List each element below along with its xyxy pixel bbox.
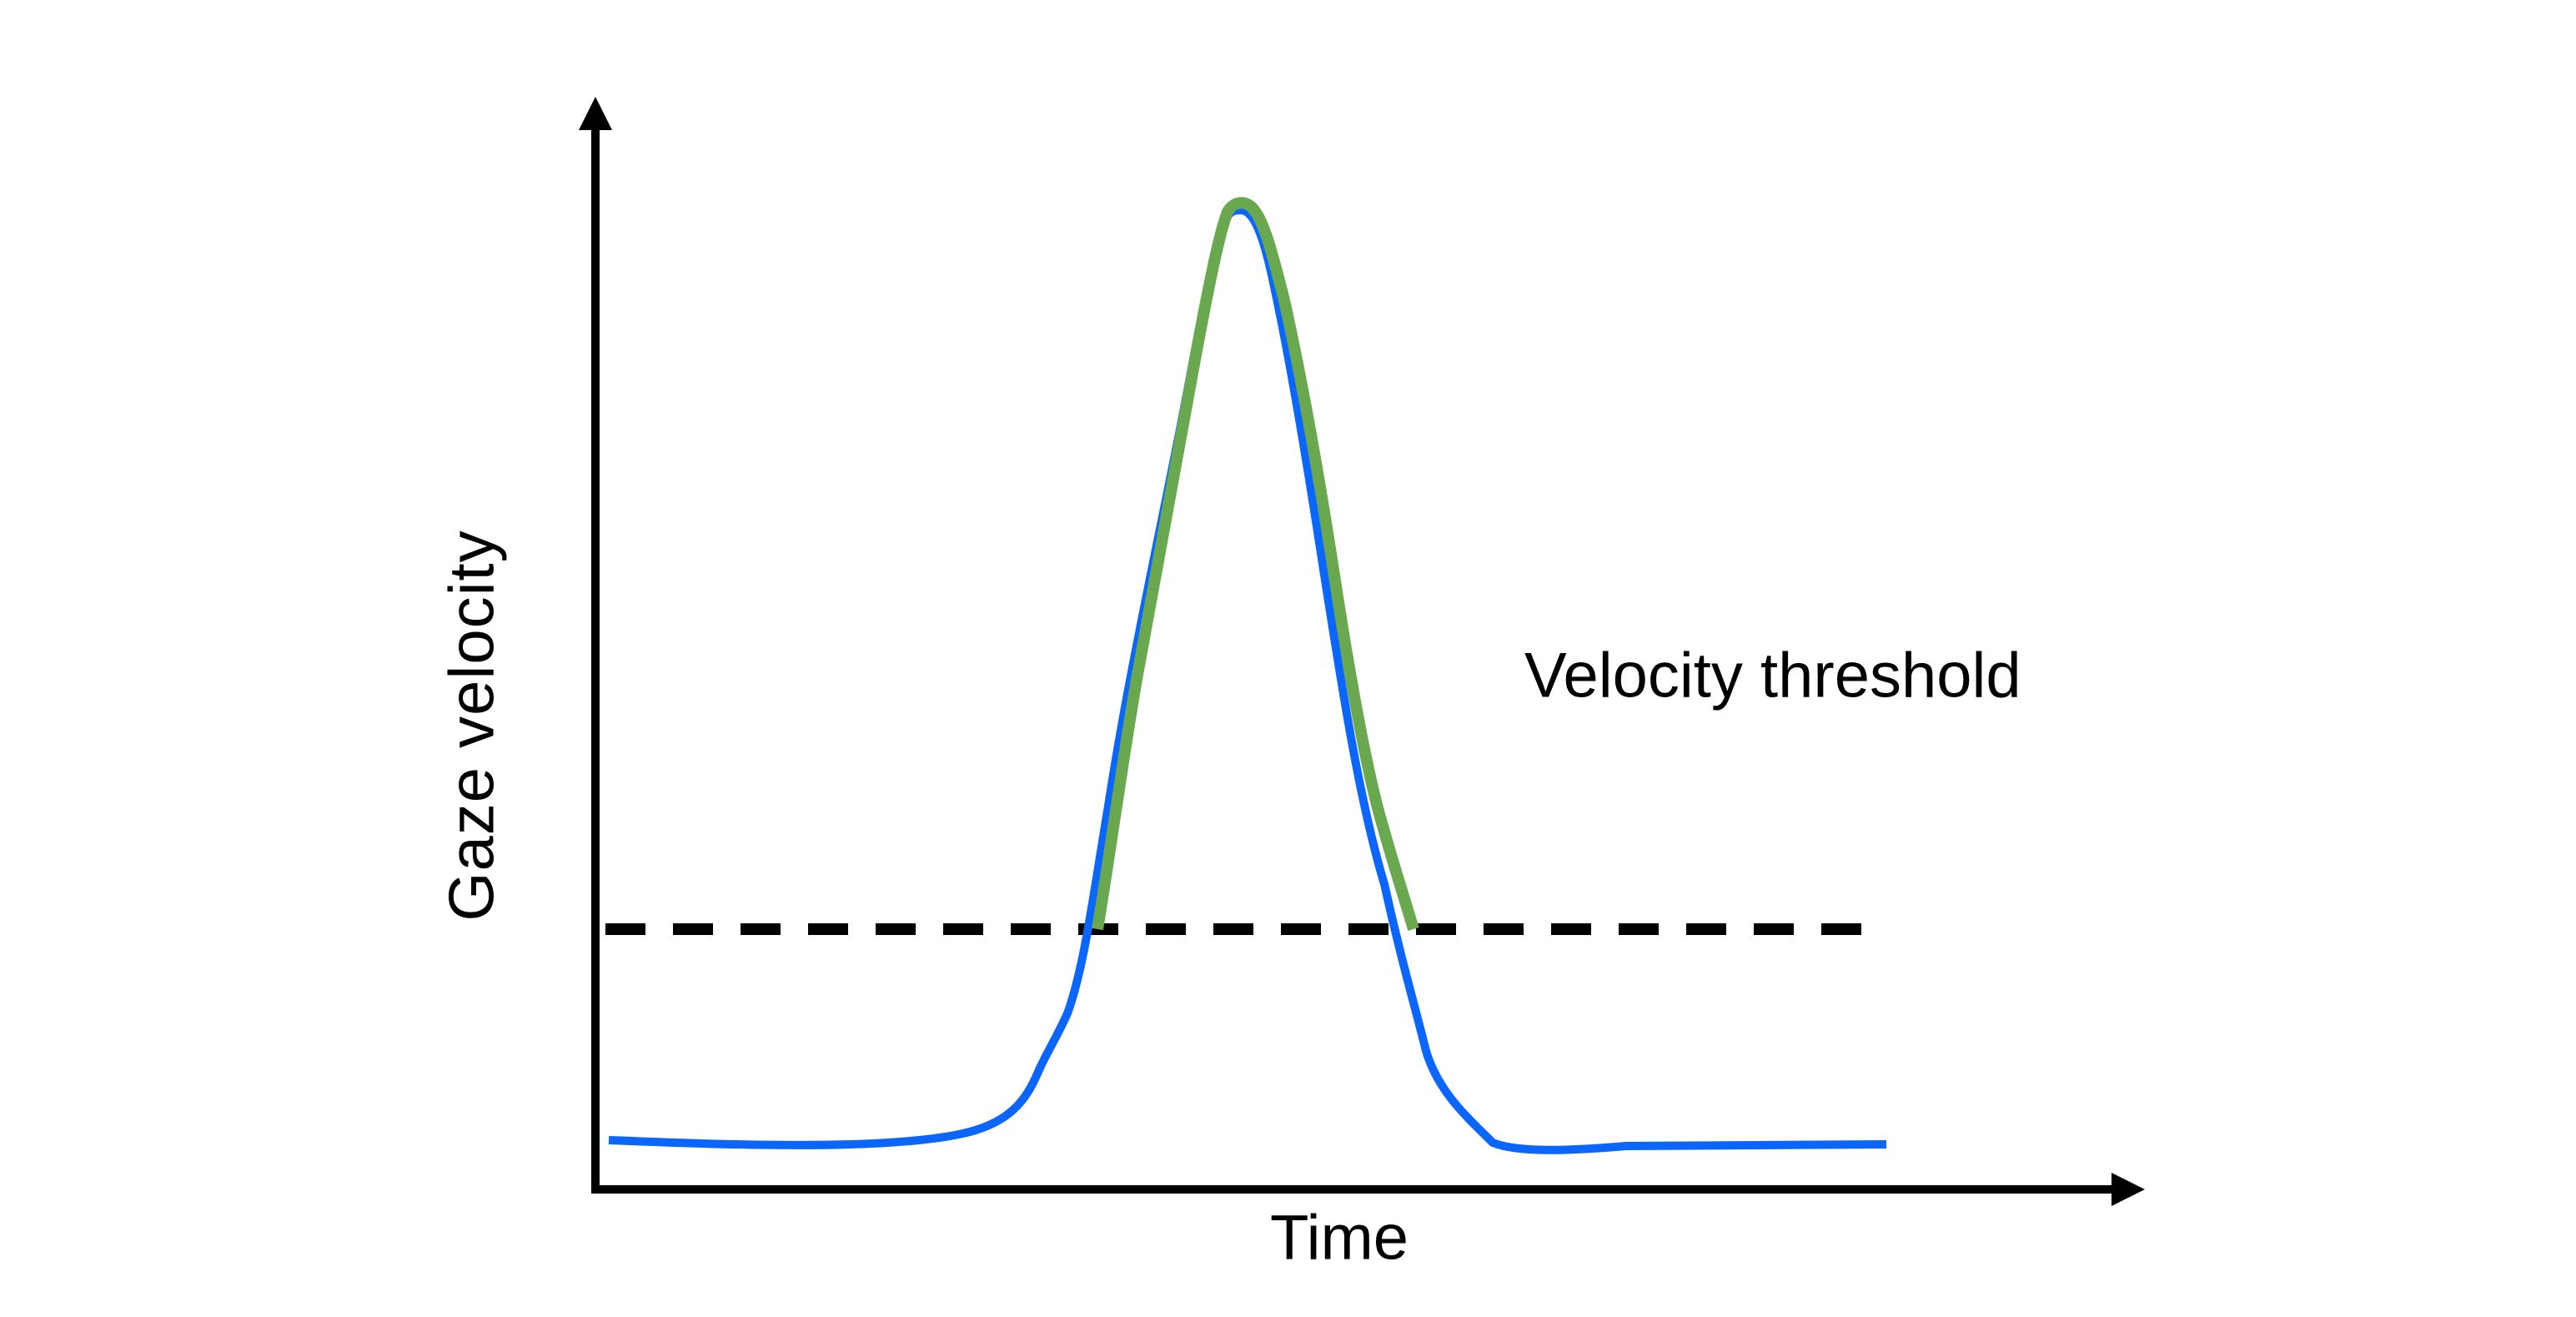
saccade-segment-curve <box>1092 197 1419 931</box>
y-axis-arrow-icon <box>579 97 612 130</box>
velocity-threshold-label: Velocity threshold <box>1524 640 2021 711</box>
x-axis-label: Time <box>1269 1202 1409 1274</box>
x-axis-arrow-icon <box>2112 1173 2145 1206</box>
y-axis-label: Gaze velocity <box>436 530 508 922</box>
